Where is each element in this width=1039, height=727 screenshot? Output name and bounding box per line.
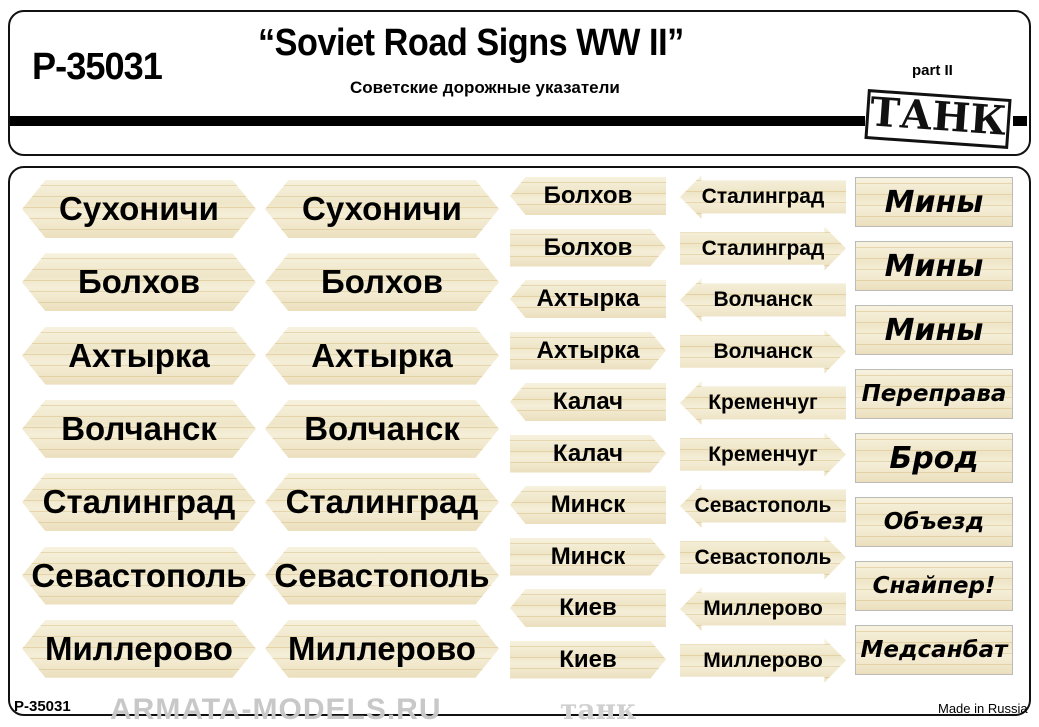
sign-text: Мины bbox=[884, 312, 984, 348]
warning-sign: Мины bbox=[855, 177, 1013, 227]
arrow-sign-left: Кременчуг bbox=[680, 381, 846, 425]
pointed-sign-right: Болхов bbox=[510, 228, 666, 267]
large-sign: Волчанск bbox=[22, 399, 256, 458]
decal-panel bbox=[8, 166, 1031, 716]
sign-text: Миллерово bbox=[703, 597, 823, 620]
sign-text: Калач bbox=[552, 388, 624, 415]
arrow-sign-left: Севастополь bbox=[680, 484, 846, 528]
sign-text: Севастополь bbox=[694, 545, 832, 569]
arrow-sign-right: Кременчуг bbox=[680, 432, 846, 477]
warning-sign: Объезд bbox=[855, 497, 1013, 547]
tank-watermark: танк bbox=[560, 693, 637, 726]
sign-text: Ахтырка bbox=[68, 336, 210, 374]
pointed-sign-right: Калач bbox=[510, 434, 666, 473]
sign-text: Миллерово bbox=[45, 629, 233, 667]
header-divider-end bbox=[1013, 116, 1027, 126]
pointed-sign-right: Ахтырка bbox=[510, 331, 666, 370]
header-panel bbox=[8, 10, 1031, 156]
sign-text: Сухоничи bbox=[302, 190, 462, 227]
sign-text: Болхов bbox=[78, 263, 200, 301]
large-sign: Миллерово bbox=[22, 619, 256, 678]
large-sign: Ахтырка bbox=[265, 326, 499, 385]
pointed-sign-right: Киев bbox=[510, 640, 666, 679]
arrow-sign-right: Миллерово bbox=[680, 638, 846, 683]
sign-text: Волчанск bbox=[61, 409, 217, 447]
tank-logo: ТАНК bbox=[864, 88, 1012, 149]
sign-text: Севастополь bbox=[694, 494, 832, 517]
sign-text: Мины bbox=[884, 184, 984, 220]
large-sign: Волчанск bbox=[265, 399, 499, 458]
sign-text: Болхов bbox=[543, 233, 633, 261]
sign-text: Кременчуг bbox=[708, 442, 818, 466]
large-sign: Сухоничи bbox=[22, 180, 256, 238]
arrow-sign-left: Сталинград bbox=[680, 175, 846, 219]
sign-text: Волчанск bbox=[304, 409, 460, 447]
sign-text: Калач bbox=[552, 439, 624, 467]
header-divider bbox=[10, 116, 865, 126]
site-watermark: ARMATA-MODELS.RU bbox=[110, 693, 442, 726]
sign-text: Мины bbox=[884, 248, 984, 284]
sign-text: Севастополь bbox=[274, 556, 490, 594]
sign-text: Волчанск bbox=[713, 288, 813, 311]
pointed-sign-right: Минск bbox=[510, 537, 666, 576]
sign-text: Минск bbox=[550, 542, 626, 570]
warning-sign: Переправа bbox=[855, 369, 1013, 419]
sign-text: Объезд bbox=[883, 509, 985, 535]
large-sign: Сухоничи bbox=[265, 180, 499, 238]
warning-sign: Мины bbox=[855, 305, 1013, 355]
sign-text: Сталинград bbox=[701, 185, 825, 208]
large-sign: Сталинград bbox=[265, 473, 499, 532]
sign-text: Севастополь bbox=[31, 556, 247, 594]
sheet-subtitle: Советские дорожные указатели bbox=[350, 78, 620, 97]
sign-text: Болхов bbox=[543, 182, 633, 209]
sign-text: Ахтырка bbox=[536, 336, 640, 364]
sheet-title: “Soviet Road Signs WW II” bbox=[258, 22, 684, 64]
sign-text: Миллерово bbox=[288, 629, 476, 667]
arrow-sign-right: Севастополь bbox=[680, 535, 846, 580]
product-code: P-35031 bbox=[32, 46, 163, 88]
pointed-sign-left: Болхов bbox=[510, 177, 666, 215]
sign-text: Сухоничи bbox=[59, 190, 219, 227]
large-sign: Миллерово bbox=[265, 619, 499, 678]
sign-text: Снайпер! bbox=[872, 573, 996, 599]
arrow-sign-right: Сталинград bbox=[680, 226, 846, 271]
warning-sign: Медсанбат bbox=[855, 625, 1013, 675]
sign-text: Медсанбат bbox=[860, 637, 1008, 663]
warning-sign: Брод bbox=[855, 433, 1013, 483]
large-sign: Ахтырка bbox=[22, 326, 256, 385]
pointed-sign-left: Ахтырка bbox=[510, 280, 666, 318]
sign-text: Волчанск bbox=[713, 339, 813, 363]
large-sign: Сталинград bbox=[22, 473, 256, 532]
pointed-sign-left: Калач bbox=[510, 383, 666, 421]
warning-sign: Снайпер! bbox=[855, 561, 1013, 611]
sign-text: Болхов bbox=[321, 263, 443, 301]
made-in-label: Made in Russia bbox=[938, 701, 1028, 716]
part-label: part II bbox=[912, 62, 953, 79]
sign-text: Ахтырка bbox=[536, 285, 640, 312]
sign-text: Киев bbox=[559, 645, 617, 673]
warning-sign: Мины bbox=[855, 241, 1013, 291]
sign-text: Сталинград bbox=[285, 483, 479, 521]
arrow-sign-left: Миллерово bbox=[680, 587, 846, 631]
large-sign: Болхов bbox=[22, 253, 256, 312]
footer-code: P-35031 bbox=[14, 698, 71, 715]
sign-text: Ахтырка bbox=[311, 336, 453, 374]
pointed-sign-left: Киев bbox=[510, 589, 666, 627]
large-sign: Севастополь bbox=[265, 546, 499, 605]
sign-text: Переправа bbox=[861, 381, 1007, 407]
sign-text: Брод bbox=[889, 440, 979, 476]
sign-text: Сталинград bbox=[701, 236, 825, 260]
large-sign: Болхов bbox=[265, 253, 499, 312]
sign-text: Киев bbox=[559, 594, 617, 621]
sign-text: Кременчуг bbox=[708, 391, 818, 414]
arrow-sign-right: Волчанск bbox=[680, 329, 846, 374]
sign-text: Минск bbox=[550, 491, 626, 518]
large-sign: Севастополь bbox=[22, 546, 256, 605]
sign-text: Сталинград bbox=[42, 483, 236, 521]
sign-text: Миллерово bbox=[703, 648, 823, 672]
arrow-sign-left: Волчанск bbox=[680, 278, 846, 322]
pointed-sign-left: Минск bbox=[510, 486, 666, 524]
